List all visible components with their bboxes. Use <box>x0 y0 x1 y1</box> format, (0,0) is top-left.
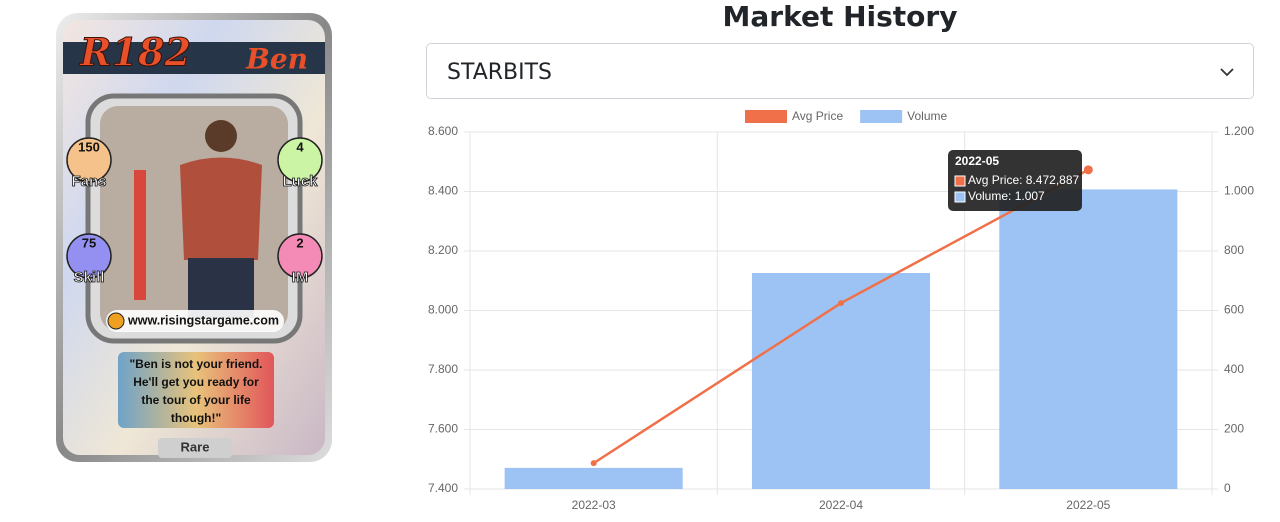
stat-value: 150 <box>78 139 100 154</box>
y2-tick-label: 800 <box>1224 243 1244 257</box>
rarity-tab <box>158 438 232 458</box>
y2-tick-label: 400 <box>1224 362 1244 376</box>
y-tick-label: 7.800 <box>428 362 458 376</box>
y-tick-label: 8.600 <box>428 124 458 138</box>
stat-value: 2 <box>296 235 303 250</box>
stat-value: 4 <box>296 139 304 154</box>
x-tick-label: 2022-05 <box>1066 498 1110 512</box>
rarity: Rare <box>181 439 210 454</box>
legend-label: Volume <box>907 109 947 123</box>
y-tick-label: 8.400 <box>428 184 458 198</box>
point <box>590 460 597 467</box>
player-head <box>205 120 237 152</box>
x-tick-label: 2022-03 <box>572 498 616 512</box>
quote-line: though!" <box>171 411 221 425</box>
chevron <box>1220 68 1234 77</box>
tooltip-line: Avg Price: 8.472,887 <box>968 173 1080 187</box>
card-name: Ben <box>245 43 308 76</box>
y-tick-label: 8.200 <box>428 243 458 257</box>
bar <box>751 273 931 489</box>
stat-badge <box>277 233 323 279</box>
tooltip-box <box>948 150 1082 211</box>
market-select[interactable]: STARBITS <box>426 43 1254 99</box>
stat-value: 75 <box>82 235 96 250</box>
stat-badge <box>66 137 112 183</box>
y2-tick-label: 0 <box>1224 481 1231 495</box>
website-pill <box>106 310 284 332</box>
stat-label: IM <box>292 269 309 286</box>
tooltip-swatch <box>954 175 966 187</box>
website: www.risingstargame.com <box>127 313 279 327</box>
x-tick-label: 2022-04 <box>819 498 863 512</box>
tooltip-line: Volume: 1.007 <box>968 189 1045 203</box>
tooltip-swatch <box>954 191 966 203</box>
stat-label: Skill <box>74 269 105 286</box>
legend-label: Avg Price <box>792 109 843 123</box>
card-id: R182 <box>79 30 191 75</box>
point <box>1083 165 1093 175</box>
bar <box>999 189 1178 490</box>
quote-line: "Ben is not your friend. <box>129 357 262 371</box>
y2-tick-label: 600 <box>1224 303 1244 317</box>
tooltip: 2022-05 Avg Price: 8.472,887 Volume: 1.007 <box>948 150 1082 211</box>
y2-tick-label: 200 <box>1224 422 1244 436</box>
chart-title: Market History <box>723 0 958 33</box>
select-value: STARBITS <box>447 60 553 85</box>
stat-badge <box>66 233 112 279</box>
photo-pole <box>134 170 146 300</box>
card-header <box>63 42 325 74</box>
stat-label: Fans <box>71 173 106 190</box>
player-card[interactable]: R182 Ben www.risingstargame.com Rare <box>56 13 332 462</box>
logo <box>107 312 125 330</box>
bar <box>504 467 683 489</box>
point <box>838 300 844 307</box>
player-pants <box>188 258 254 318</box>
legend-swatch <box>860 110 903 123</box>
quote-box <box>118 352 274 428</box>
legend-swatch <box>745 110 787 123</box>
y2-tick-label: 1.000 <box>1224 184 1254 198</box>
y-tick-label: 7.600 <box>428 422 458 436</box>
quote-line: He'll get you ready for <box>133 375 259 389</box>
stat-badge <box>277 137 323 183</box>
stat-label: Luck <box>282 173 318 190</box>
quote-line: the tour of your life <box>141 393 251 407</box>
y2-tick-label: 1.200 <box>1224 124 1254 138</box>
y-tick-label: 8.000 <box>428 303 458 317</box>
y-tick-label: 7.400 <box>428 481 458 495</box>
player-shirt <box>180 157 262 260</box>
tooltip-title: 2022-05 <box>955 154 999 168</box>
